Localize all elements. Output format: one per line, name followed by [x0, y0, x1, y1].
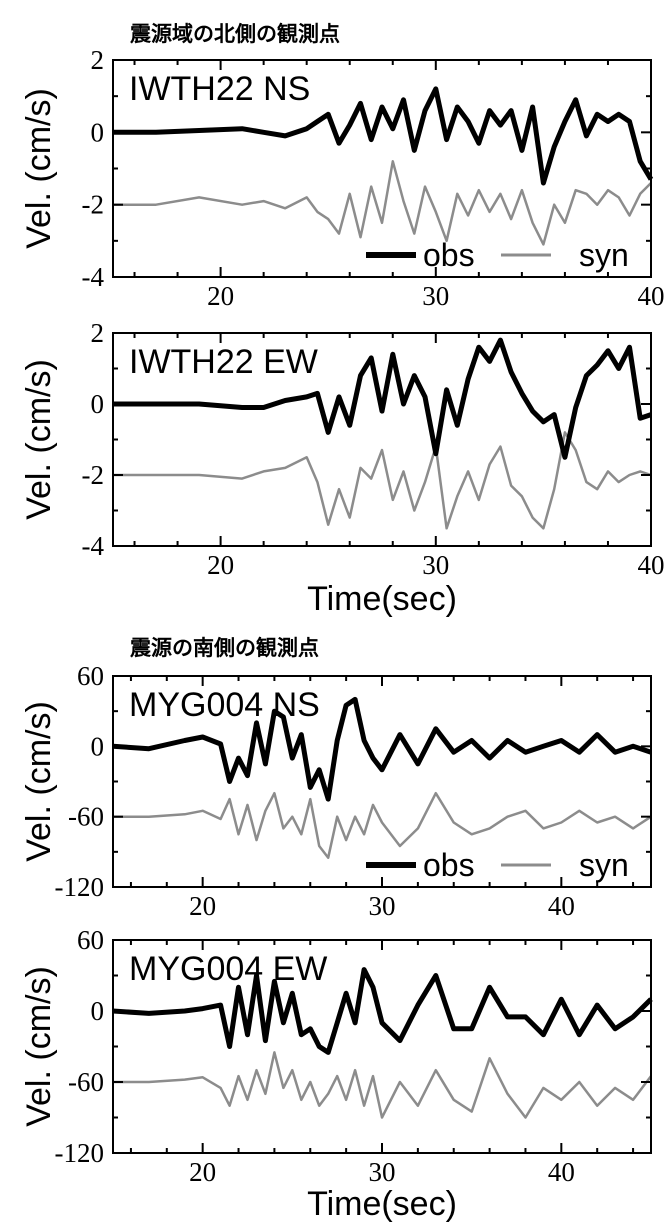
x-tick-label: 40	[548, 891, 575, 921]
y-tick-label: -4	[82, 531, 105, 561]
x-tick-label: 30	[422, 281, 449, 311]
y-tick-label: -2	[82, 460, 105, 490]
chart-myg004-ew: 20 30 40 60 0 -60 -120 MYG004 EW Vel. (cm/s) Time…	[20, 925, 653, 1223]
series-line-obs	[113, 337, 652, 460]
y-tick-label: -60	[68, 1067, 104, 1097]
station-label: IWTH22 NS	[129, 70, 310, 108]
y-tick-label: -4	[82, 262, 105, 292]
y-axis-label: Vel. (cm/s)	[20, 966, 58, 1127]
y-tick-label: -120	[55, 872, 105, 902]
section-heading-south: 震源の南側の観測点	[130, 636, 319, 660]
y-tick-label: -2	[82, 190, 105, 220]
legend-label-obs: obs	[423, 237, 475, 273]
x-tick-label: 30	[369, 891, 396, 921]
y-tick-label: 0	[91, 389, 105, 419]
station-label: IWTH22 EW	[129, 343, 318, 381]
legend-label-obs: obs	[423, 847, 475, 883]
x-tick-label: 40	[638, 281, 665, 311]
series-line-obs	[113, 86, 654, 186]
station-label: MYG004 EW	[129, 950, 327, 988]
x-tick-label: 20	[189, 1157, 216, 1187]
series-line-syn	[113, 431, 652, 530]
series-line-obs	[112, 967, 653, 1055]
x-tick-label: 20	[189, 891, 216, 921]
series-line-syn	[113, 1051, 652, 1119]
y-tick-label: -60	[68, 802, 104, 832]
series-line-obs	[112, 696, 652, 802]
section-heading-north: 震源域の北側の観測点	[130, 22, 340, 46]
y-tick-label: -120	[55, 1138, 105, 1168]
legend-label-syn: syn	[579, 237, 629, 273]
y-axis-label: Vel. (cm/s)	[20, 701, 58, 862]
x-tick-label: 20	[207, 550, 234, 580]
chart-myg004-ns: 20 30 40 60 0 -60 -120 MYG004 NS Vel. (cm/s) obs s…	[20, 661, 652, 921]
x-tick-label: 20	[207, 281, 234, 311]
station-label: MYG004 NS	[129, 686, 320, 724]
y-tick-label: 2	[91, 45, 105, 75]
series-line-syn	[113, 160, 652, 246]
x-axis-label: Time(sec)	[307, 580, 457, 618]
y-tick-label: 2	[91, 318, 105, 348]
y-tick-label: 60	[77, 661, 104, 691]
y-axis-label: Vel. (cm/s)	[20, 359, 58, 520]
x-tick-label: 40	[638, 550, 665, 580]
y-tick-label: 0	[91, 731, 105, 761]
legend-label-syn: syn	[579, 847, 629, 883]
x-axis-label: Time(sec)	[307, 1185, 457, 1223]
series-line-syn	[113, 791, 652, 859]
x-tick-label: 30	[422, 550, 449, 580]
x-tick-label: 30	[369, 1157, 396, 1187]
x-tick-label: 40	[548, 1157, 575, 1187]
y-tick-label: 0	[91, 996, 105, 1026]
y-axis-label: Vel. (cm/s)	[20, 88, 58, 249]
y-tick-label: 60	[77, 925, 104, 955]
y-tick-label: 0	[91, 117, 105, 147]
